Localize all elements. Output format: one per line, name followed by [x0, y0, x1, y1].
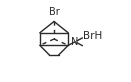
Text: N: N	[71, 37, 79, 47]
Text: Br: Br	[49, 7, 59, 17]
Text: BrH: BrH	[83, 31, 102, 41]
